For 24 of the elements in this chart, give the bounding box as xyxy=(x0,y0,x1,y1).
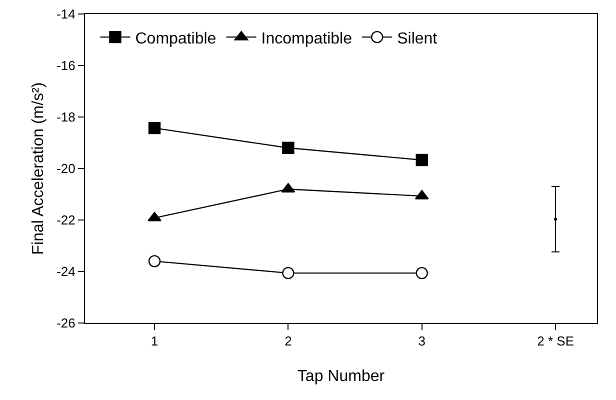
y-tick-label: -18 xyxy=(56,110,76,125)
y-tick-label: -14 xyxy=(56,6,76,22)
legend-label: Compatible xyxy=(135,30,216,48)
point xyxy=(554,218,558,221)
point xyxy=(148,122,161,134)
point xyxy=(416,266,428,280)
x-tick-label: 3 xyxy=(418,334,426,349)
y-tick-label: -24 xyxy=(56,264,76,280)
y-tick-label: -16 xyxy=(56,58,76,74)
y-axis-title: Final Acceleration (m/s²) xyxy=(30,82,47,255)
y-tick-label: -26 xyxy=(56,316,76,331)
y-tick-label: -20 xyxy=(56,161,76,176)
x-tick-label: 1 xyxy=(150,334,158,349)
point xyxy=(416,154,428,166)
legend-label: Silent xyxy=(397,30,438,48)
point xyxy=(282,266,294,280)
x-axis-title: Tap Number xyxy=(297,368,386,385)
x-tick-label: 2 xyxy=(284,334,292,349)
point xyxy=(282,142,294,154)
y-tick-label: -22 xyxy=(56,212,76,228)
point xyxy=(148,212,162,222)
legend-label: Incompatible xyxy=(261,30,352,48)
x-tick-label: 2 * SE xyxy=(537,334,574,349)
point xyxy=(148,255,161,268)
